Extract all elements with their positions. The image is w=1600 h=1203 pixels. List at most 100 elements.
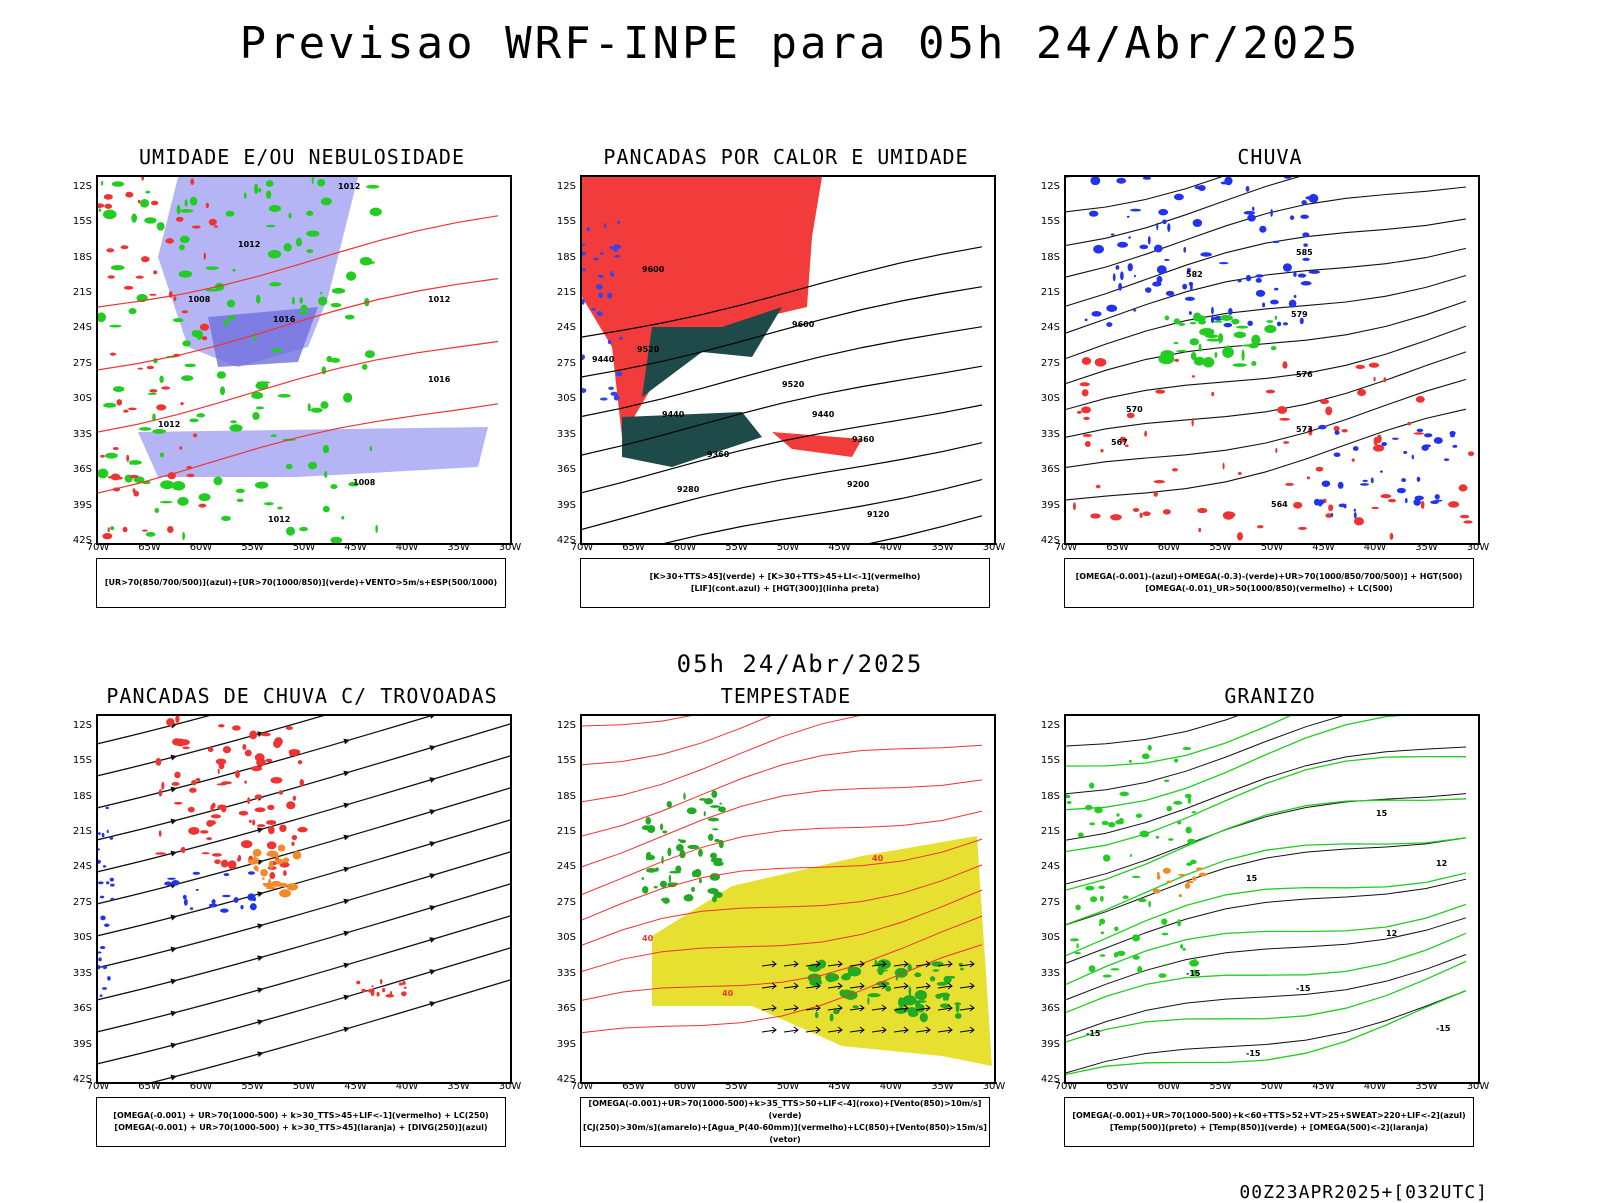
field-cell (1161, 918, 1168, 925)
field-cell (1182, 947, 1186, 951)
lon-tick-label: 60W (189, 542, 213, 553)
wind-vector (827, 960, 843, 968)
contour-label: 40 (872, 854, 884, 863)
field-cell (208, 903, 218, 908)
field-cell (277, 506, 283, 510)
field-cell (142, 529, 148, 532)
lon-tick-label: 60W (673, 1081, 697, 1092)
wind-vector (849, 960, 865, 968)
contour-line (582, 915, 983, 1002)
field-cell (867, 997, 870, 1005)
field-cell (256, 869, 259, 872)
contour-label: 9280 (677, 485, 700, 494)
contour-label: 40 (642, 934, 654, 943)
field-cell (1089, 782, 1095, 789)
field-cell (250, 766, 263, 772)
field-cell (278, 790, 284, 795)
lat-tick-label: 36S (72, 1003, 92, 1015)
field-cell (190, 178, 195, 185)
field-cell (607, 339, 612, 345)
field-cell (214, 225, 219, 228)
field-cell (641, 825, 651, 831)
field-cell (1255, 278, 1262, 283)
dark-region (642, 307, 782, 397)
lon-tick-label: 50W (1260, 1081, 1284, 1092)
lat-tick-label: 15S (1040, 216, 1060, 228)
field-cell (1302, 257, 1310, 261)
field-cell (943, 975, 952, 984)
field-cell (1168, 838, 1174, 841)
blue-divg (98, 806, 115, 997)
field-cell (709, 805, 721, 808)
contour-label: 12 (1386, 929, 1397, 938)
field-cell (1362, 479, 1368, 483)
field-cell (223, 319, 229, 326)
field-cell (1173, 193, 1184, 201)
field-cell (1305, 196, 1312, 200)
field-cell (275, 858, 284, 865)
field-cell (939, 1003, 951, 1009)
field-cell (231, 725, 241, 731)
field-cell (402, 981, 406, 985)
field-cell (147, 392, 158, 395)
field-cell (1185, 826, 1192, 834)
field-cell (1116, 177, 1127, 184)
lat-tick-label: 33S (72, 428, 92, 440)
lon-tick-label: 65W (622, 1081, 645, 1092)
field-cell (252, 819, 256, 826)
field-cell (698, 848, 703, 857)
field-cell (1274, 315, 1278, 320)
field-cell (184, 199, 188, 207)
field-cell (642, 886, 649, 894)
legend-box: [OMEGA(-0.001)+UR>70(1000-500)+k>35_TTS>… (580, 1097, 990, 1147)
field-cell (330, 484, 338, 490)
field-cell (283, 870, 287, 877)
contour-label: 9360 (852, 435, 875, 444)
contour-line (1066, 872, 1467, 957)
lat-tick-label: 21S (1040, 287, 1060, 299)
wind-vector (805, 982, 821, 990)
field-cell (102, 209, 117, 220)
field-cell (266, 224, 276, 228)
streamline (98, 716, 211, 745)
field-cell (1289, 215, 1295, 220)
field-cell (181, 310, 189, 314)
wind-vector (915, 982, 931, 990)
humidity-band (138, 427, 488, 477)
field-cell (99, 895, 105, 899)
field-cell (145, 531, 156, 537)
field-cell (211, 853, 222, 857)
field-cell (1237, 472, 1242, 475)
field-cell (1156, 871, 1160, 876)
field-cell (220, 859, 229, 868)
field-cell (1147, 744, 1152, 751)
lon-tick-label: 30W (1466, 542, 1490, 553)
lat-tick-label: 27S (72, 357, 92, 369)
field-cell (613, 244, 622, 250)
field-cell (617, 220, 620, 224)
lat-tick-label: 36S (556, 1003, 576, 1015)
stream-arrow (343, 866, 350, 873)
lon-tick-label: 40W (395, 1081, 419, 1092)
field-cell (171, 880, 180, 886)
field-cell (103, 402, 117, 408)
thickness-lines (98, 215, 499, 494)
contour-label: 564 (1271, 500, 1288, 509)
field-cell (233, 897, 239, 903)
field-cell (1211, 306, 1214, 315)
field-cell (1191, 417, 1194, 427)
field-cell (266, 820, 277, 826)
field-cell (1331, 512, 1334, 518)
field-cell (1153, 491, 1158, 497)
field-cell (182, 746, 190, 750)
streamline (98, 851, 510, 969)
green-contours (98, 177, 382, 543)
wind-vector (871, 1026, 887, 1034)
field-cell (1122, 895, 1129, 900)
field-cell (1066, 794, 1071, 799)
field-cell (667, 847, 672, 857)
field-cell (1213, 320, 1223, 323)
contour-label: 9440 (662, 410, 685, 419)
field-cell (1368, 362, 1380, 368)
field-cell (324, 470, 328, 478)
